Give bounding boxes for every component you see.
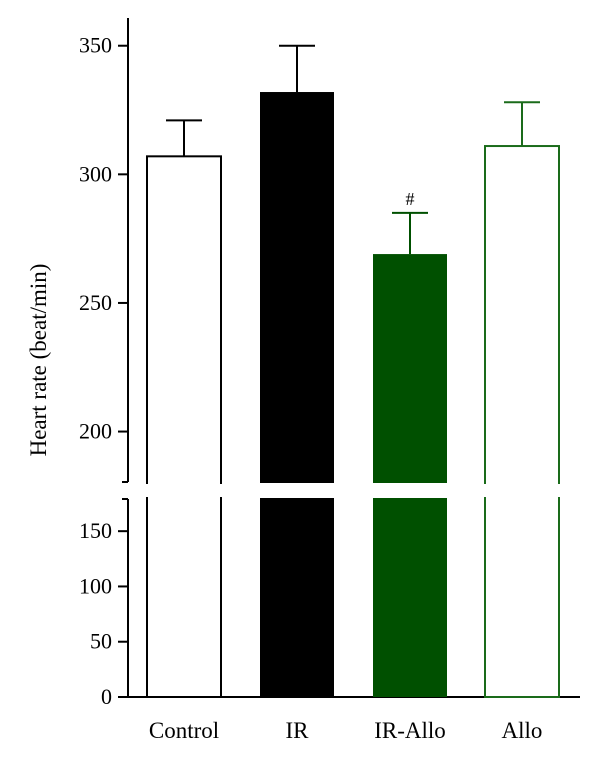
bar-break-mask (148, 482, 220, 499)
bar-lower-allo (484, 497, 560, 698)
y-tick-label: 100 (79, 573, 112, 598)
bar-upper-control (146, 155, 222, 484)
y-axis-title: Heart rate (beat/min) (26, 264, 51, 457)
bar-lower-ir (260, 498, 334, 697)
y-tick-label: 300 (79, 161, 112, 186)
bar-lower-ir-allo (373, 498, 447, 697)
x-category-label: IR-Allo (374, 718, 446, 743)
y-tick-label: 150 (79, 518, 112, 543)
y-tick-label: 200 (79, 419, 112, 444)
y-tick-label: 50 (90, 629, 112, 654)
x-category-label: Control (149, 718, 219, 743)
bar-upper-ir (260, 92, 334, 484)
labels-layer: 0 50 100 150 200 250 300 350 Control IR # IR-Allo Al… (79, 33, 542, 743)
bars-layer (146, 44, 560, 698)
bar-upper-ir-allo (373, 254, 447, 483)
significance-marker: # (406, 189, 415, 209)
bar-upper-allo (484, 145, 560, 485)
x-category-label: Allo (502, 718, 543, 743)
bar-break-mask (486, 482, 558, 499)
y-tick-label: 0 (101, 684, 112, 709)
x-category-label: IR (286, 718, 310, 743)
y-tick-label: 250 (79, 290, 112, 315)
bar-lower-control (146, 497, 222, 698)
y-tick-label: 350 (79, 33, 112, 58)
